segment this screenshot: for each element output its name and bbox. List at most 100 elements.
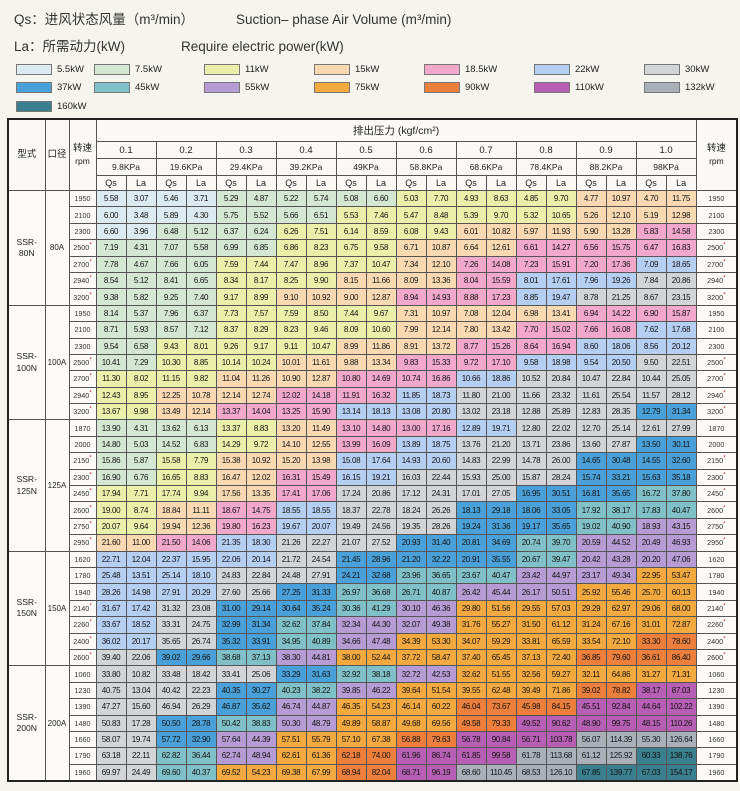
qs-value-cell: 16.90 bbox=[95, 468, 127, 487]
qs-value-cell: 23.42 bbox=[515, 566, 547, 585]
la-value-cell: 4.31 bbox=[125, 239, 157, 257]
qs-value-cell: 16.81 bbox=[575, 485, 607, 503]
qs-value-cell: 20.91 bbox=[455, 550, 487, 568]
la-value-cell: 30.27 bbox=[245, 681, 277, 700]
qs-value-cell: 9.83 bbox=[395, 353, 427, 372]
legend-item: 5.5kW bbox=[16, 63, 84, 76]
qs-value-cell: 37.13 bbox=[515, 648, 547, 667]
la-value-cell: 32.68 bbox=[365, 566, 397, 585]
qs-value-cell: 18.93 bbox=[635, 517, 667, 536]
qs-value-cell: 69.38 bbox=[275, 763, 307, 782]
qs-value-cell: 7.59 bbox=[215, 255, 247, 273]
la-value-cell: 48.79 bbox=[305, 714, 337, 732]
la-value-cell: 90.62 bbox=[545, 714, 577, 732]
qs-value-cell: 50.50 bbox=[155, 714, 187, 732]
qs-value-cell: 6.90 bbox=[635, 304, 667, 323]
la-value-cell: 15.90 bbox=[305, 403, 337, 421]
qs-value-cell: 13.76 bbox=[455, 435, 487, 454]
rpm-cell-left: 1480 bbox=[68, 714, 97, 732]
qs-value-cell: 5.29 bbox=[215, 189, 247, 208]
qs-value-cell: 33.81 bbox=[515, 632, 547, 650]
la-value-cell: 31.63 bbox=[305, 665, 337, 683]
qs-value-cell: 61.85 bbox=[455, 747, 487, 765]
la-value-cell: 49.34 bbox=[605, 566, 637, 585]
power-color-swatch bbox=[424, 82, 460, 93]
la-value-cell: 8.29 bbox=[245, 321, 277, 339]
la-value-cell: 62.48 bbox=[485, 681, 517, 700]
qs-value-cell: 25.70 bbox=[635, 583, 667, 601]
qs-value-cell: 12.70 bbox=[575, 419, 607, 437]
la-value-cell: 8.59 bbox=[365, 222, 397, 241]
qs-value-cell: 30.10 bbox=[395, 599, 427, 618]
la-value-cell: 38.18 bbox=[365, 665, 397, 683]
qs-value-cell: 13.50 bbox=[635, 435, 667, 454]
la-value-cell: 14.04 bbox=[245, 403, 277, 421]
qs-value-cell: 31.27 bbox=[635, 665, 667, 683]
la-value-cell: 22.06 bbox=[125, 648, 157, 667]
la-value-cell: 10.82 bbox=[485, 222, 517, 241]
la-value-cell: 20.12 bbox=[665, 337, 697, 355]
qs-value-cell: 15.63 bbox=[635, 468, 667, 487]
qs-value-cell: 19.24 bbox=[455, 517, 487, 536]
la-value-cell: 13.42 bbox=[485, 321, 517, 339]
qs-value-cell: 7.66 bbox=[575, 321, 607, 339]
qs-value-cell: 32.11 bbox=[575, 665, 607, 683]
qs-value-cell: 32.72 bbox=[395, 665, 427, 683]
qs-value-cell: 16.65 bbox=[155, 468, 187, 487]
spec-row: 3200* 13.67 9.98 13.49 12.14 13.37 14.04 13.25 1… bbox=[8, 403, 738, 421]
qs-value-cell: 32.34 bbox=[335, 616, 367, 634]
header-la-label: La bbox=[485, 175, 517, 191]
qs-value-cell: 11.91 bbox=[335, 386, 367, 405]
qs-value-cell: 25.48 bbox=[95, 566, 127, 585]
qs-value-cell: 20.49 bbox=[635, 534, 667, 552]
spec-row: 2700* 11.30 8.02 11.15 9.82 11.04 11.26 10.90 12… bbox=[8, 370, 738, 388]
la-value-cell: 40.37 bbox=[185, 763, 217, 782]
header-qs-label: Qs bbox=[155, 175, 187, 191]
power-color-swatch bbox=[204, 82, 240, 93]
qs-value-cell: 11.57 bbox=[635, 386, 667, 405]
la-value-cell: 9.43 bbox=[425, 222, 457, 241]
qs-value-cell: 9.10 bbox=[275, 288, 307, 306]
qs-value-cell: 7.62 bbox=[635, 321, 667, 339]
qs-value-cell: 10.47 bbox=[575, 370, 607, 388]
la-value-cell: 61.12 bbox=[545, 616, 577, 634]
qs-value-cell: 13.25 bbox=[275, 403, 307, 421]
la-value-cell: 25.14 bbox=[605, 419, 637, 437]
qs-value-cell: 32.56 bbox=[515, 665, 547, 683]
qs-value-cell: 39.49 bbox=[515, 681, 547, 700]
la-value-cell: 78.82 bbox=[605, 681, 637, 700]
qs-value-cell: 57.72 bbox=[155, 730, 187, 749]
la-value-cell: 22.78 bbox=[365, 501, 397, 519]
qs-value-cell: 39.02 bbox=[575, 681, 607, 700]
qs-value-cell: 32.62 bbox=[275, 616, 307, 634]
qs-value-cell: 8.54 bbox=[95, 271, 127, 290]
rpm-cell-right: 1780 bbox=[695, 566, 738, 585]
la-value-cell: 9.67 bbox=[365, 304, 397, 323]
rpm-cell-right: 2940* bbox=[695, 386, 738, 405]
spec-row: 2700* 7.78 4.67 7.66 6.05 7.59 7.44 7.47 8.96 7.3… bbox=[8, 255, 738, 273]
la-value-cell: 31.34 bbox=[245, 616, 277, 634]
qs-value-cell: 6.94 bbox=[575, 304, 607, 323]
qs-value-cell: 14.80 bbox=[95, 435, 127, 454]
la-value-cell: 25.05 bbox=[665, 370, 697, 388]
la-value-cell: 33.05 bbox=[545, 501, 577, 519]
rpm-cell-right: 1060 bbox=[695, 665, 738, 683]
qs-value-cell: 34.95 bbox=[275, 632, 307, 650]
qs-value-cell: 6.14 bbox=[335, 222, 367, 241]
la-value-cell: 8.48 bbox=[425, 206, 457, 224]
la-value-cell: 6.13 bbox=[185, 419, 217, 437]
spec-row: 2750* 20.07 9.64 19.94 12.36 19.80 16.23 19.67 2… bbox=[8, 517, 738, 536]
rpm-star: * bbox=[89, 405, 92, 413]
header-la-label: La bbox=[545, 175, 577, 191]
rpm-cell-right: 2260* bbox=[695, 616, 738, 634]
la-value-cell: 26.26 bbox=[425, 501, 457, 519]
la-value-cell: 103.78 bbox=[545, 730, 577, 749]
qs-value-cell: 20.74 bbox=[515, 534, 547, 552]
qs-value-cell: 6.99 bbox=[215, 239, 247, 257]
qs-value-cell: 49.68 bbox=[395, 714, 427, 732]
la-value-cell: 31.34 bbox=[665, 403, 697, 421]
la-value-cell: 37.13 bbox=[245, 648, 277, 667]
la-value-cell: 86.74 bbox=[425, 747, 457, 765]
la-value-cell: 51.54 bbox=[425, 681, 457, 700]
rpm-star: * bbox=[723, 635, 726, 643]
